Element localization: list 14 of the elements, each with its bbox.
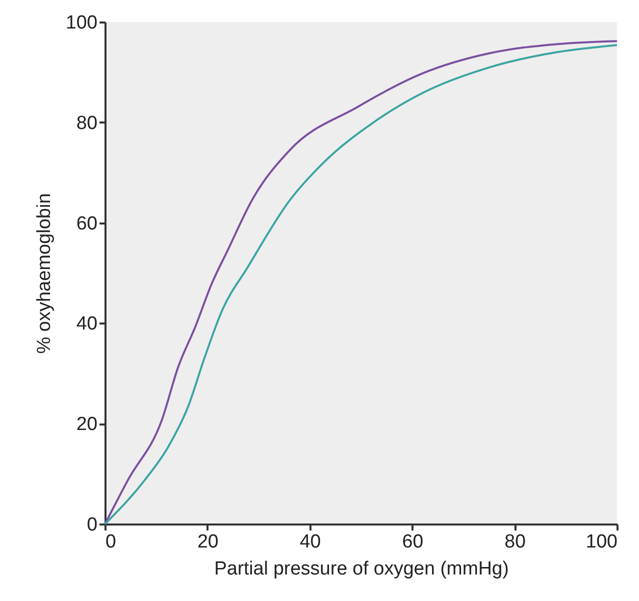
y-tick-label: 60 — [76, 213, 98, 234]
y-axis-title: % oxyhaemoglobin — [34, 193, 55, 354]
x-tick-label: 60 — [402, 532, 424, 552]
x-tick-label: 0 — [106, 532, 116, 552]
x-tick-label: 100 — [586, 532, 618, 552]
y-tick-label: 0 — [86, 514, 98, 536]
y-tick-label: 20 — [76, 414, 98, 436]
x-tick-label: 80 — [504, 532, 526, 552]
y-tick-label: 80 — [76, 112, 98, 134]
x-tick-label: 40 — [300, 532, 321, 552]
x-tick-label: 20 — [197, 532, 218, 552]
y-tick-label: 40 — [76, 314, 98, 335]
y-tick-label: 100 — [66, 12, 98, 34]
x-axis-title: Partial pressure of oxygen (mmHg) — [214, 558, 509, 580]
